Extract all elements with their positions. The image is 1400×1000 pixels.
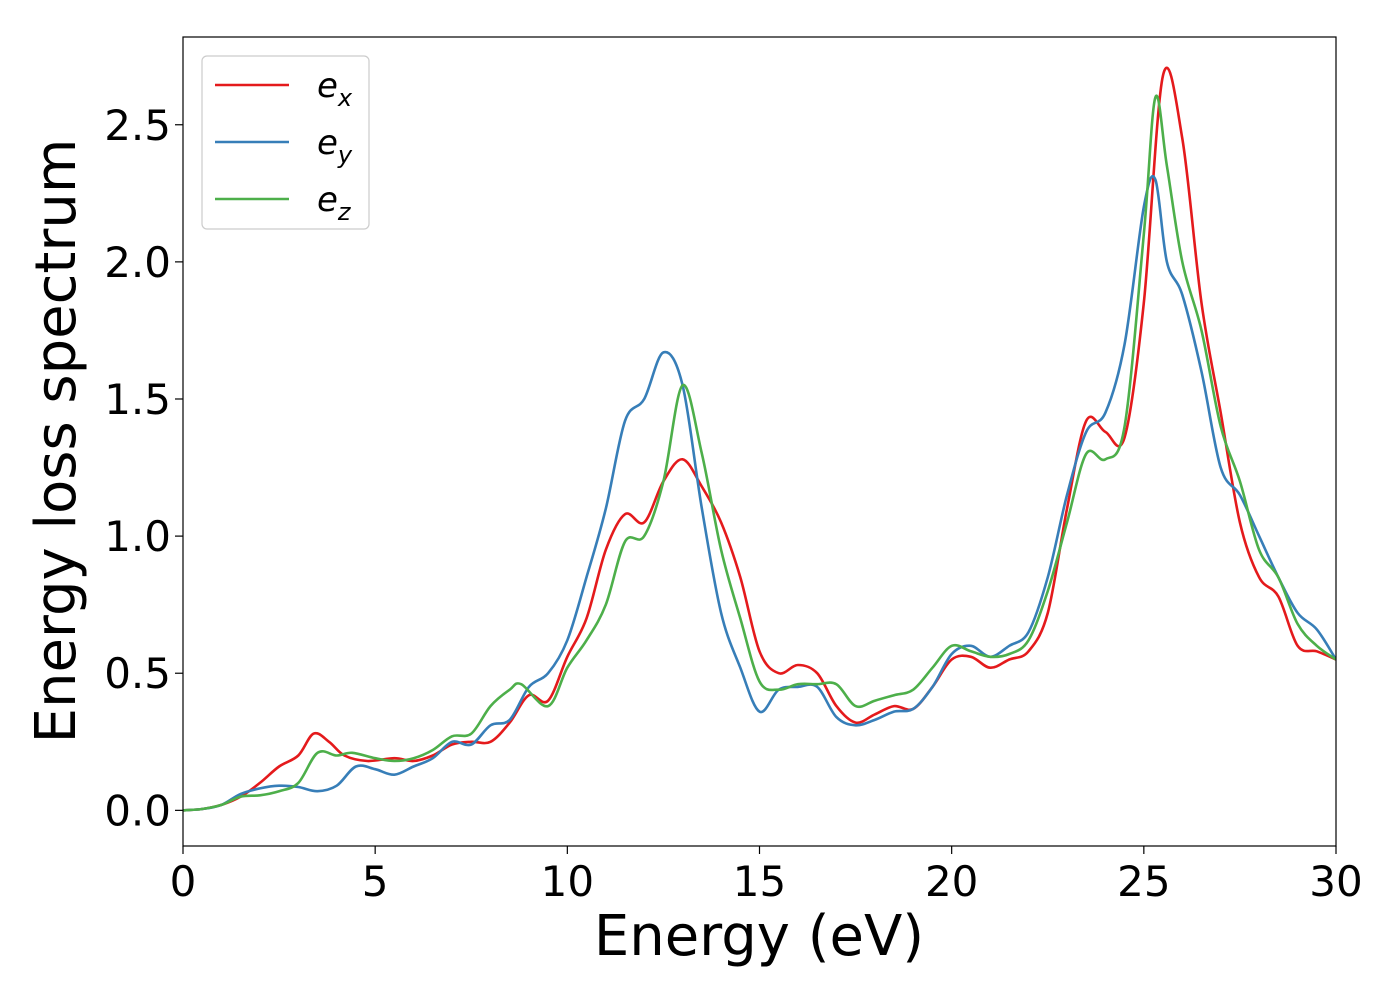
x-tick-label: 15	[733, 857, 786, 906]
y-tick-label: 2.5	[104, 101, 171, 150]
series-layer	[183, 66, 1336, 812]
x-tick-label: 25	[1117, 857, 1170, 906]
x-axis-title: Energy (eV)	[594, 904, 924, 969]
x-tick-label: 20	[925, 857, 978, 906]
y-tick-label: 2.0	[104, 238, 171, 287]
x-axis-ticks: 0 5 10 15 20 25 30	[170, 846, 1363, 906]
series-line-e-y	[183, 174, 1336, 812]
y-tick-label: 0.0	[104, 786, 171, 835]
y-tick-label: 1.0	[104, 512, 171, 561]
y-axis-ticks: 0.0 0.5 1.0 1.5 2.0 2.5	[104, 101, 183, 835]
x-tick-label: 0	[170, 857, 197, 906]
y-tick-label: 1.5	[104, 375, 171, 424]
x-tick-label: 5	[362, 857, 389, 906]
y-axis-title: Energy loss spectrum	[24, 139, 89, 744]
x-tick-label: 30	[1309, 857, 1362, 906]
series-line-e-z	[183, 94, 1336, 812]
x-tick-label: 10	[541, 857, 594, 906]
y-tick-label: 0.5	[104, 649, 171, 698]
